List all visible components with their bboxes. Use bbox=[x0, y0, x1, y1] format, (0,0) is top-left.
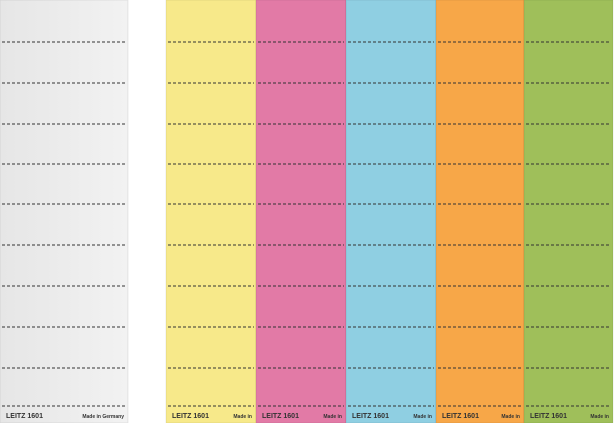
origin-text: Made in Germany bbox=[82, 414, 124, 420]
brand-text: LEITZ 1601 bbox=[530, 413, 567, 420]
brand-text: LEITZ 1601 bbox=[172, 413, 209, 420]
label-strip bbox=[0, 0, 129, 423]
label-strip bbox=[165, 0, 257, 423]
origin-text: Made in bbox=[323, 414, 342, 420]
origin-text: Made in bbox=[590, 414, 609, 420]
brand-text: LEITZ 1601 bbox=[6, 413, 43, 420]
brand-text: LEITZ 1601 bbox=[442, 413, 479, 420]
origin-text: Made in bbox=[413, 414, 432, 420]
brand-text: LEITZ 1601 bbox=[352, 413, 389, 420]
label-strip bbox=[255, 0, 347, 423]
label-strip bbox=[523, 0, 614, 423]
label-strip bbox=[435, 0, 525, 423]
origin-text: Made in bbox=[233, 414, 252, 420]
origin-text: Made in bbox=[501, 414, 520, 420]
label-strip bbox=[345, 0, 437, 423]
brand-text: LEITZ 1601 bbox=[262, 413, 299, 420]
